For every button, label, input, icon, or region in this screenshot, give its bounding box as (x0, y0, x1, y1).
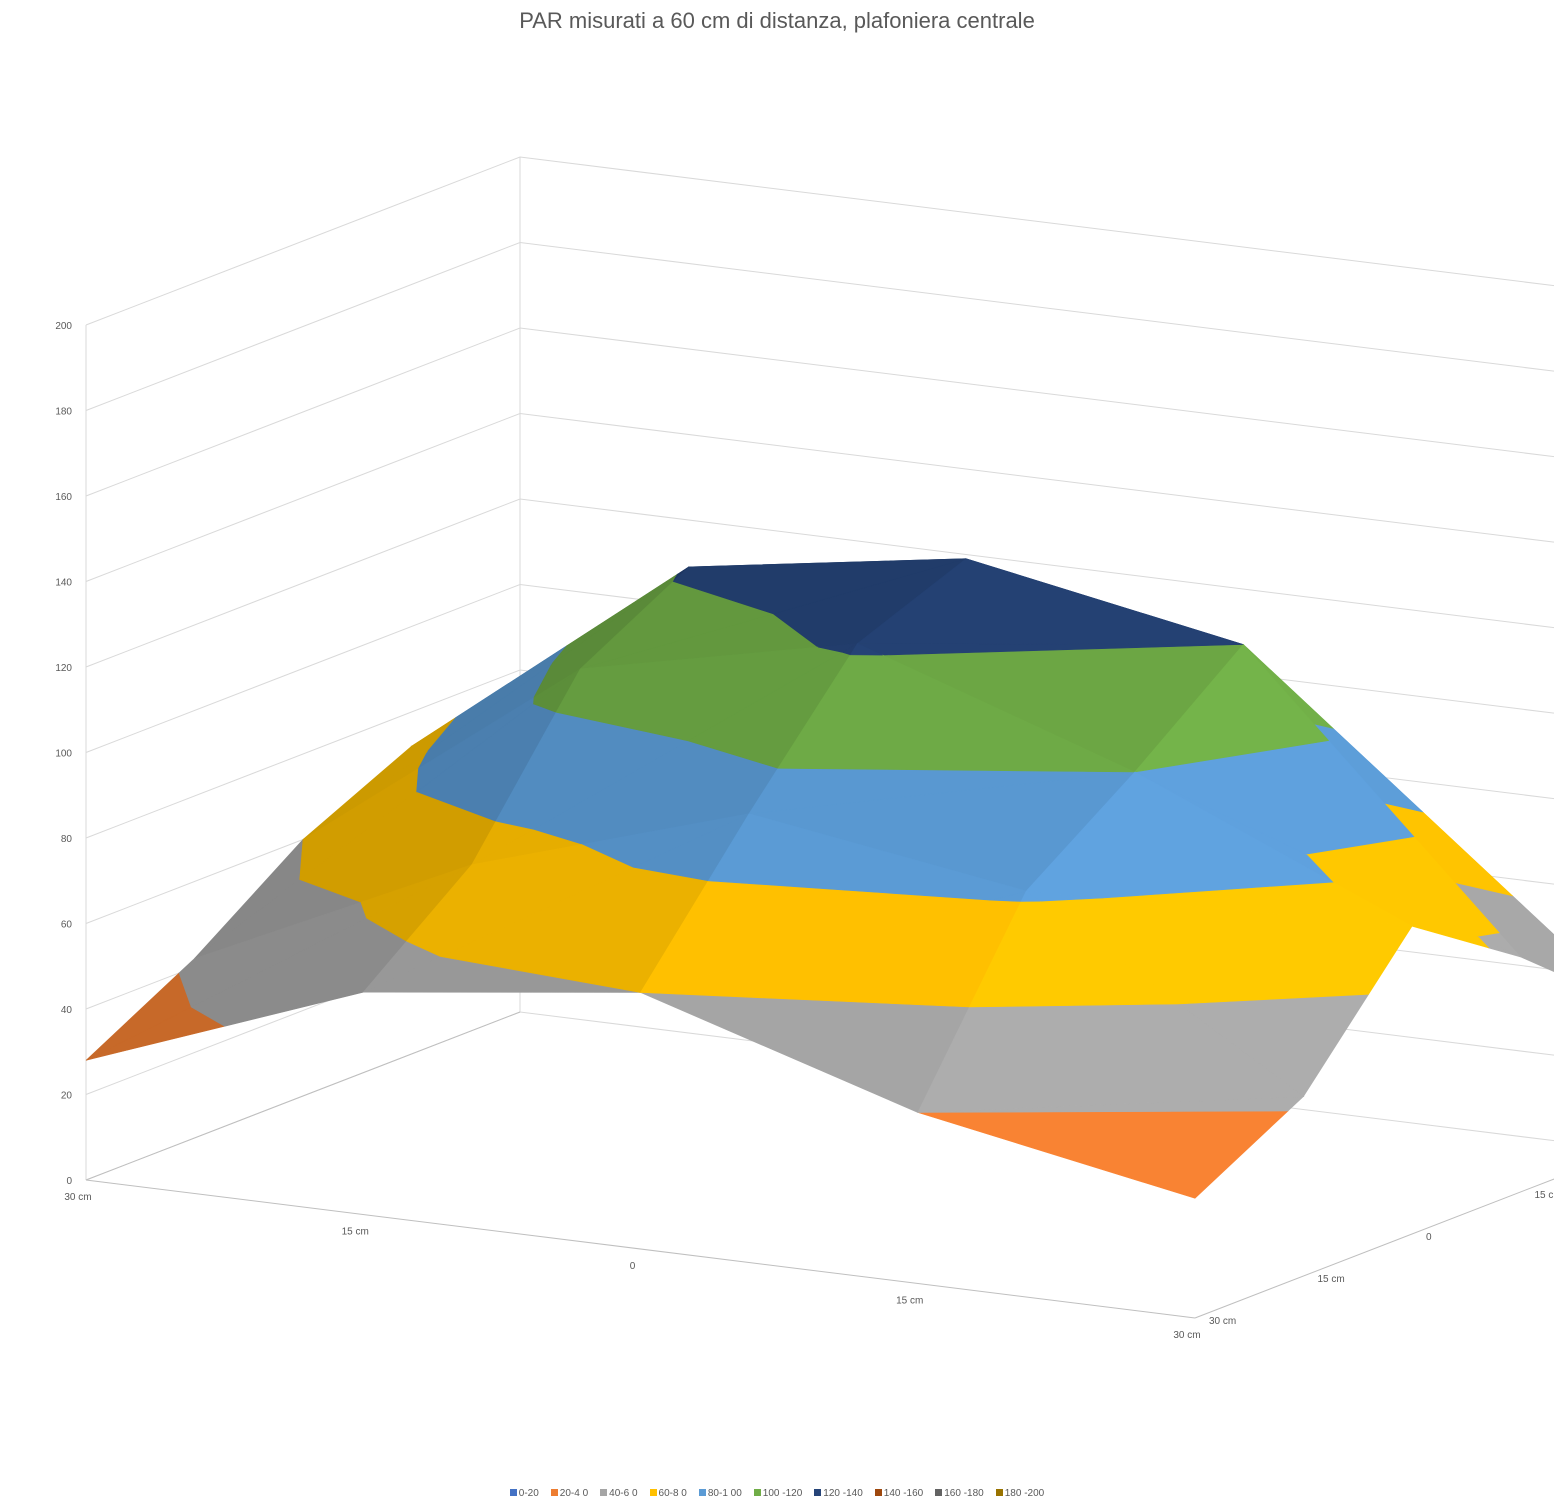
legend-label: 60-8 0 (658, 1488, 687, 1499)
legend-swatch (550, 1489, 558, 1496)
z-tick-label: 0 (66, 1176, 72, 1187)
legend-item: 80-1 00 (698, 1488, 742, 1499)
x-tick-label: 15 cm (342, 1227, 369, 1238)
legend-label: 180 -200 (1004, 1488, 1045, 1499)
legend-item: 120 -140 (814, 1488, 863, 1499)
gridline-z-200 (85, 156, 1554, 326)
z-tick-label: 160 (55, 492, 72, 503)
surface-facet (707, 813, 1028, 901)
y-tick-label: 15 cm (1318, 1274, 1345, 1285)
surface-facet (178, 901, 367, 1008)
legend-label: 120 -140 (823, 1488, 863, 1499)
z-tick-label: 140 (55, 578, 72, 589)
z-tick-label: 20 (61, 1091, 73, 1102)
floor-axis-2 (85, 1011, 521, 1181)
surface-facet (1134, 644, 1330, 773)
x-tick-label: 0 (630, 1261, 636, 1272)
legend-label: 140 -160 (883, 1488, 924, 1499)
legend-swatch (600, 1489, 608, 1496)
legend-swatch (698, 1489, 706, 1496)
surface-facet (856, 558, 1244, 645)
y-tick-label: 30 cm (1209, 1316, 1236, 1327)
legend-swatch (509, 1489, 517, 1496)
gridline-z-160 (85, 327, 1554, 497)
gridline-z-140 (85, 412, 1554, 582)
legend-item: 20-4 0 (550, 1488, 589, 1499)
legend-swatch (874, 1489, 882, 1496)
legend-swatch (995, 1489, 1003, 1496)
tick-labels: 0 20 40 60 80 100 120 140 160 180 200 30 cm 15 cm 0 15… (55, 321, 1554, 1341)
legend-label: 160 -180 (944, 1488, 984, 1499)
surface-facet (1020, 890, 1041, 902)
z-tick-label: 80 (61, 834, 73, 845)
surface-facet (849, 643, 883, 656)
surface-facet (360, 864, 472, 919)
legend-item: 180 -200 (995, 1488, 1045, 1499)
surface-facet (533, 668, 581, 705)
surface-facet (581, 813, 750, 868)
x-tick-label: 30 cm (64, 1192, 91, 1203)
legend-swatch (935, 1489, 943, 1496)
legend-label: 100 -120 (762, 1488, 803, 1499)
x-tick-label: 30 cm (1173, 1330, 1200, 1341)
gridline-z-180 (85, 241, 1554, 411)
y-tick-label: 15 cm (1535, 1190, 1554, 1201)
legend-item: 0-20 (509, 1488, 539, 1499)
legend-swatch (814, 1489, 822, 1496)
legend-label: 40-6 0 (609, 1488, 638, 1499)
surface-facet (817, 643, 858, 653)
z-tick-label: 100 (55, 749, 72, 760)
legend-item: 40-6 0 (600, 1488, 638, 1499)
surface-facet (1025, 771, 1334, 899)
floor-axis-1 (1194, 1178, 1554, 1319)
z-tick-label: 200 (55, 321, 72, 332)
legend-item: 60-8 0 (649, 1488, 687, 1499)
legend: 0-20 20-4 0 40-6 0 60-8 0 80-1 00 100 -120 120… (0, 1488, 1554, 1499)
legend-label: 80-1 00 (707, 1488, 742, 1499)
surface-facet (672, 558, 967, 615)
x-tick-label: 15 cm (896, 1296, 923, 1307)
surface-facet (676, 566, 689, 576)
legend-label: 20-4 0 (559, 1488, 589, 1499)
surface-facet (640, 992, 970, 1113)
z-tick-label: 120 (55, 663, 72, 674)
legend-item: 100 -120 (753, 1488, 803, 1499)
legend-swatch (649, 1489, 657, 1496)
surface-facet (406, 843, 635, 957)
z-tick-label: 40 (61, 1005, 73, 1016)
legend-swatch (753, 1489, 761, 1496)
surface-facet (917, 1110, 1289, 1199)
chart-title: PAR misurati a 60 cm di distanza, plafon… (519, 8, 1035, 33)
y-tick-label: 0 (1426, 1232, 1432, 1243)
legend-item: 140 -160 (874, 1488, 924, 1499)
surface-facet (555, 646, 843, 742)
z-tick-label: 60 (61, 920, 73, 931)
legend-label: 0-20 (518, 1488, 539, 1499)
floor-axis-0 (85, 1179, 1196, 1319)
legend-item: 160 -180 (935, 1488, 984, 1499)
z-tick-label: 180 (55, 407, 72, 418)
surface-mesh (85, 558, 1554, 1199)
